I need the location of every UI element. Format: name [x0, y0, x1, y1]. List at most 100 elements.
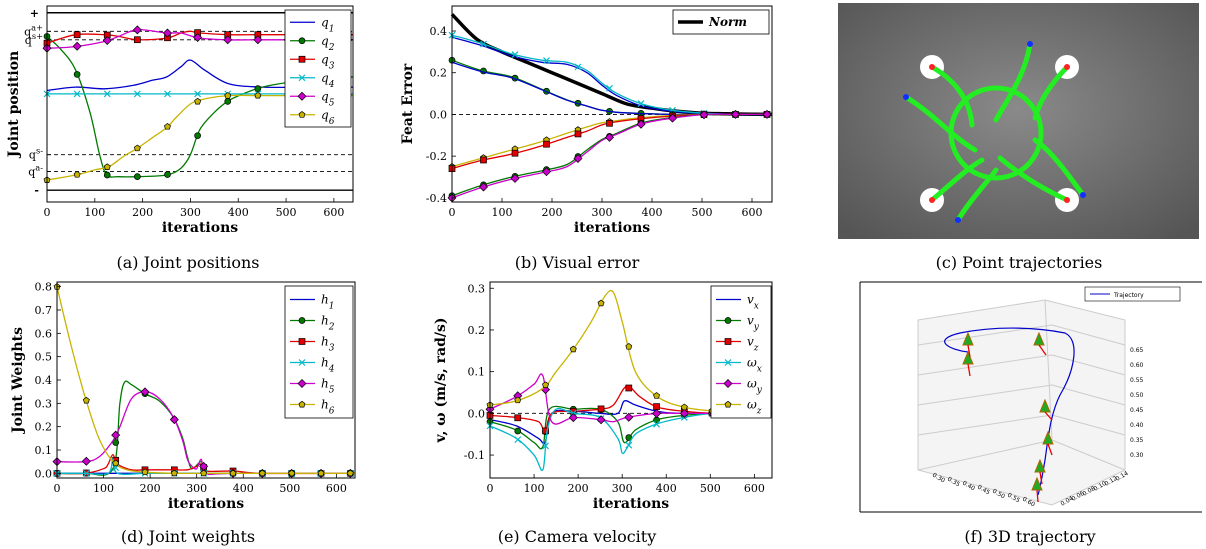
- legend-label: q5: [321, 89, 335, 108]
- x-tick-label: 500: [276, 206, 297, 219]
- caption-b: (b) Visual error: [515, 253, 640, 272]
- series-marker: [653, 403, 660, 410]
- panel-visual-error: 0 100 200 300 400 500 600 -0.4 -0.2 0.0 0.2 0.4 iter…: [400, 5, 773, 236]
- series-marker: [573, 154, 583, 164]
- x-axis-label: iterations: [593, 496, 669, 512]
- series-marker: [163, 122, 171, 130]
- y-axis-label: Feat Error: [400, 63, 416, 144]
- series-marker: [73, 170, 81, 178]
- x-tick-label: 100: [524, 482, 545, 495]
- legend-marker: [724, 317, 732, 324]
- panel-point-trajectories: [838, 3, 1199, 239]
- x-tick-label: 200: [140, 482, 161, 495]
- y-tick-label: 0.3: [468, 282, 486, 295]
- series-marker: [82, 469, 90, 477]
- series-marker: [596, 415, 606, 425]
- legend-label: q4: [321, 71, 335, 90]
- x-tick-label: 200: [568, 482, 589, 495]
- z-tick-label: 0.55: [1130, 377, 1144, 384]
- y-tick-label: 0.2: [468, 324, 486, 337]
- legend: Norm: [672, 9, 770, 35]
- legend-marker: [298, 111, 306, 118]
- series-marker: [542, 427, 549, 435]
- series-marker: [162, 28, 172, 38]
- series-marker: [258, 469, 266, 477]
- legend-marker: [298, 55, 306, 63]
- series-marker: [82, 396, 90, 404]
- series-marker: [194, 97, 202, 105]
- series-marker: [606, 119, 613, 127]
- y-tick-label: 0.8: [35, 281, 53, 294]
- series-line-curve3: [451, 59, 772, 116]
- x-tick-label: 200: [542, 206, 563, 219]
- series-line-curve4: [451, 61, 772, 116]
- legend-label: h2: [321, 314, 335, 333]
- series-marker: [652, 408, 662, 418]
- series-line-h3: [56, 454, 356, 475]
- series-marker: [132, 25, 142, 35]
- x-axis-label: iterations: [168, 496, 244, 512]
- plot-frame: [451, 5, 773, 203]
- series-marker: [112, 459, 120, 467]
- y-tick-label: -0.2: [426, 150, 447, 163]
- series-marker: [224, 98, 232, 105]
- series-marker: [597, 405, 605, 413]
- caption-e: (e) Camera velocity: [498, 527, 657, 546]
- z-tick-label: 0.40: [1130, 422, 1144, 429]
- x-tick-label: 100: [492, 206, 513, 219]
- series-marker: [480, 40, 487, 48]
- series-marker: [73, 71, 81, 78]
- y-tick-label: qs+: [25, 31, 43, 47]
- y-axis-label: Joint position: [6, 51, 22, 159]
- x-axis-label: iterations: [574, 220, 650, 236]
- series-marker: [653, 420, 660, 428]
- series-marker: [543, 140, 550, 148]
- legend-box: [284, 285, 354, 419]
- series-line-curve1: [451, 36, 773, 116]
- series-marker: [73, 90, 81, 98]
- caption-f: (f) 3D trajectory: [964, 527, 1095, 546]
- series-line-h6: [56, 286, 355, 475]
- series-marker: [597, 299, 605, 307]
- series-marker: [543, 57, 550, 65]
- x-tick-label: 600: [323, 206, 344, 219]
- x-tick-label: 600: [326, 482, 347, 495]
- series-marker: [102, 35, 112, 45]
- legend-label: q6: [321, 108, 335, 127]
- z-tick-label: 0.65: [1130, 347, 1144, 354]
- legend-label: ωy: [747, 377, 763, 396]
- legend-marker: [298, 317, 306, 324]
- series-marker: [653, 392, 661, 399]
- series-marker: [103, 171, 111, 179]
- series-line-y: [489, 373, 772, 425]
- series-marker: [194, 132, 201, 140]
- plot-frame: [489, 281, 773, 479]
- series-marker: [140, 387, 150, 397]
- series-marker: [73, 31, 81, 39]
- plot-frame: [46, 5, 354, 203]
- series-marker: [625, 384, 633, 392]
- series-marker: [542, 381, 550, 388]
- series-marker: [542, 442, 549, 450]
- series-line-vx: [489, 399, 773, 445]
- x-tick-label: 600: [744, 482, 765, 495]
- series-marker: [133, 90, 141, 98]
- y-tick-label: 0.7: [35, 304, 53, 317]
- x-tick-label: 0: [44, 206, 51, 219]
- trajectory-end-points: [929, 64, 1070, 203]
- panel-3d-trajectory: Trajectory 0.65 0.60 0.55 0.50 0.45 0.40 0.35 0…: [859, 281, 1202, 513]
- series-marker: [200, 469, 208, 477]
- series-marker: [134, 36, 141, 44]
- legend-label: h3: [321, 335, 335, 354]
- x-tick-label: 100: [84, 206, 105, 219]
- series-marker: [317, 469, 325, 477]
- y-tick-label: -0.1: [464, 449, 485, 462]
- legend-marker: [724, 359, 732, 366]
- legend-label: ωz: [747, 398, 762, 417]
- series-marker: [606, 84, 613, 92]
- legend: h1 h2 h3 h4 h5 h6: [284, 285, 354, 419]
- series-marker: [253, 35, 263, 45]
- x-tick-label: 500: [700, 482, 721, 495]
- series-marker: [569, 345, 577, 353]
- legend-label: q2: [321, 34, 335, 53]
